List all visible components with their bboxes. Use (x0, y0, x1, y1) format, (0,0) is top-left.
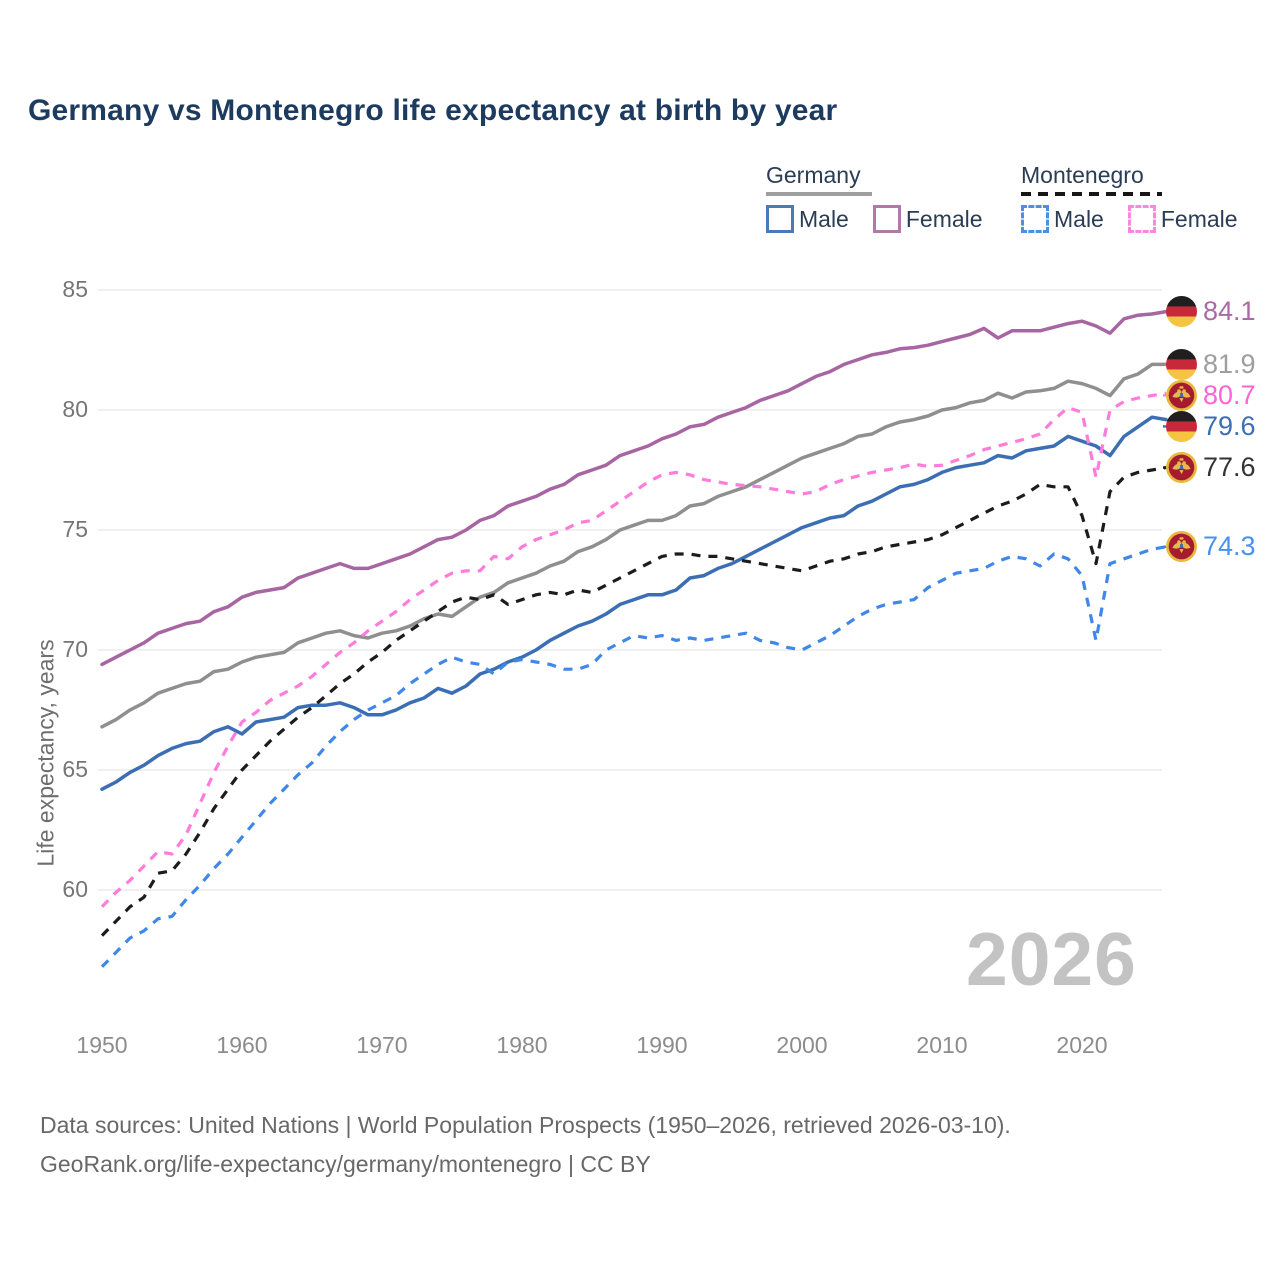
legend-group-germany-name: Germany (766, 162, 861, 188)
x-tick-label: 1990 (636, 1032, 688, 1058)
y-tick-label: 75 (62, 516, 88, 542)
germany-flag-icon (1166, 348, 1197, 380)
montenegro-female-swatch-icon (1127, 205, 1156, 233)
x-tick-label: 1960 (216, 1032, 268, 1058)
end-value: 80.7 (1203, 379, 1256, 410)
montenegro-male-swatch-icon (1021, 205, 1049, 233)
y-tick-label: 60 (62, 876, 88, 902)
x-tick-label: 1980 (496, 1032, 548, 1058)
y-tick-label: 70 (62, 636, 88, 662)
legend-germany-line-swatch (766, 192, 872, 196)
end-label-montenegro-both-sexes: 77.6 (1166, 452, 1256, 484)
germany-flag-icon (1166, 296, 1197, 328)
end-value: 74.3 (1203, 531, 1256, 562)
x-tick-label: 2000 (776, 1032, 828, 1058)
end-label-germany-male: 79.6 (1166, 410, 1256, 442)
end-value: 81.9 (1203, 348, 1256, 379)
montenegro-flag-icon (1166, 379, 1197, 411)
footer: Data sources: United Nations | World Pop… (40, 1106, 1011, 1184)
germany-flag-icon (1166, 410, 1197, 442)
end-label-montenegro-female: 80.7 (1166, 379, 1256, 411)
montenegro-flag-icon (1166, 531, 1197, 563)
legend-group-montenegro-name: Montenegro (1021, 162, 1144, 188)
series-line-montenegro-male (100, 545, 1167, 968)
montenegro-flag-icon (1166, 452, 1197, 484)
legend-item-label: Female (1160, 205, 1238, 232)
legend-group-montenegro: Montenegro Male Female (1021, 162, 1262, 233)
legend-item-label: Male (799, 205, 849, 232)
germany-flag-icon (1166, 410, 1197, 442)
legend-item-label: Female (905, 205, 983, 232)
germany-flag-icon (1166, 348, 1197, 380)
x-tick-label: 2010 (916, 1032, 968, 1058)
y-tick-label: 80 (62, 396, 88, 422)
series-line-germany-female (100, 309, 1168, 667)
series-line-germany-male (100, 415, 1168, 791)
legend-montenegro-items: Male Female (1021, 205, 1262, 233)
footer-sources: Data sources: United Nations | World Pop… (40, 1112, 1011, 1138)
germany-female-swatch-icon (872, 205, 901, 233)
page-title: Germany vs Montenegro life expectancy at… (28, 94, 838, 127)
legend-item-germany-female[interactable]: Female (872, 205, 983, 233)
legend-montenegro-line-swatch (1021, 192, 1162, 196)
series-line-montenegro-both-sexes (100, 466, 1167, 937)
legend-item-germany-male[interactable]: Male (766, 205, 849, 233)
germany-flag-icon (1166, 296, 1197, 328)
end-label-germany-both-sexes: 81.9 (1166, 348, 1256, 380)
legend-item-montenegro-female[interactable]: Female (1127, 205, 1238, 233)
series-line-germany-both-sexes (100, 362, 1168, 729)
end-value: 77.6 (1203, 452, 1256, 483)
x-tick-label: 1950 (76, 1032, 128, 1058)
legend-item-montenegro-male[interactable]: Male (1021, 205, 1104, 233)
germany-male-swatch-icon (766, 205, 794, 233)
end-label-montenegro-male: 74.3 (1166, 531, 1256, 563)
series-line-montenegro-female (100, 391, 1167, 908)
y-tick-label: 85 (62, 276, 88, 302)
end-value: 84.1 (1203, 296, 1256, 327)
montenegro-flag-icon (1166, 452, 1197, 484)
y-tick-label: 65 (62, 756, 88, 782)
watermark-year: 2026 (966, 917, 1137, 1001)
x-tick-label: 1970 (356, 1032, 408, 1058)
legend-item-label: Male (1054, 205, 1104, 232)
footer-url: GeoRank.org/life-expectancy/germany/mont… (40, 1151, 651, 1177)
end-value: 79.6 (1203, 410, 1256, 441)
legend-group-germany: Germany Male Female (766, 162, 1007, 233)
end-label-germany-female: 84.1 (1166, 296, 1256, 328)
montenegro-flag-icon (1166, 379, 1197, 411)
legend-germany-items: Male Female (766, 205, 1007, 233)
x-tick-label: 2020 (1056, 1032, 1108, 1058)
montenegro-flag-icon (1166, 531, 1197, 563)
